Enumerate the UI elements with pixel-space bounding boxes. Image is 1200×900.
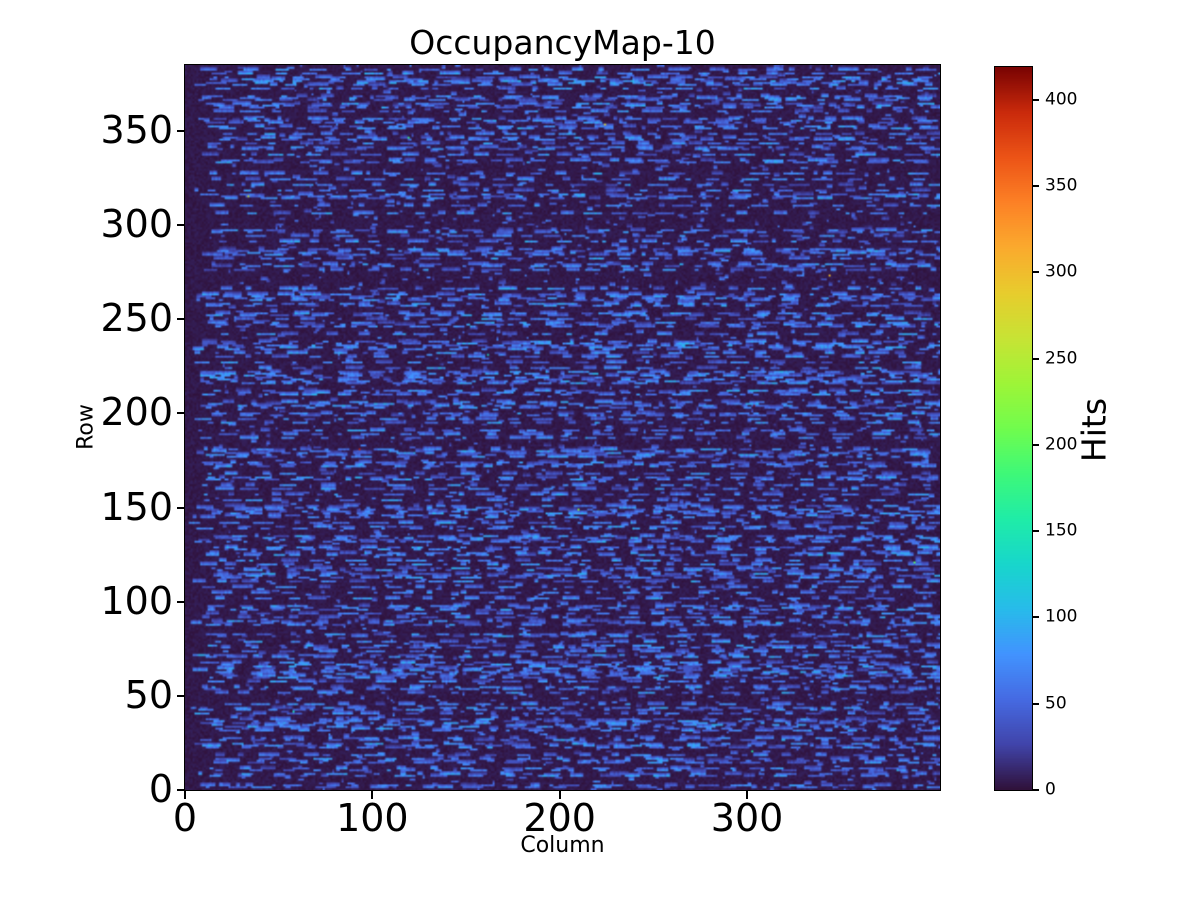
x-tick-label: 200 <box>523 796 596 840</box>
colorbar-tick-label: 50 <box>1045 693 1067 714</box>
y-tick-label: 150 <box>100 484 173 529</box>
colorbar-tick-mark <box>1033 789 1039 791</box>
colorbar-tick-mark <box>1033 702 1039 705</box>
colorbar-tick-mark <box>1033 98 1039 101</box>
x-tick-label: 100 <box>336 796 409 840</box>
y-tick-mark <box>177 789 185 791</box>
y-tick-label: 300 <box>100 202 173 247</box>
y-tick-mark <box>177 318 185 321</box>
colorbar-tick-label: 300 <box>1045 261 1078 282</box>
y-tick-label: 50 <box>124 673 173 717</box>
y-tick-label: 250 <box>100 296 173 341</box>
x-tick-mark <box>558 791 561 799</box>
y-tick-mark <box>177 129 185 132</box>
heatmap-canvas <box>184 64 941 791</box>
x-tick-label: 0 <box>172 796 198 840</box>
x-tick-mark <box>746 791 749 799</box>
y-tick-mark <box>177 694 185 697</box>
colorbar-canvas <box>994 66 1033 791</box>
y-tick-mark <box>177 506 185 509</box>
x-tick-mark <box>371 791 374 799</box>
colorbar-tick-label: 400 <box>1045 89 1078 110</box>
y-axis-label: Row <box>73 404 99 450</box>
colorbar-tick-label: 200 <box>1045 434 1078 455</box>
colorbar-tick-mark <box>1033 357 1039 360</box>
colorbar-label: Hits <box>1074 397 1114 463</box>
colorbar-tick-label: 150 <box>1045 520 1078 541</box>
y-tick-mark <box>177 412 185 415</box>
x-tick-mark <box>184 791 186 799</box>
y-tick-label: 200 <box>100 390 173 435</box>
y-tick-mark <box>177 224 185 227</box>
colorbar-tick-label: 100 <box>1045 607 1078 628</box>
x-axis-label: Column <box>520 833 605 858</box>
y-tick-label: 350 <box>100 108 173 153</box>
y-tick-label: 100 <box>100 578 173 623</box>
colorbar-tick-label: 350 <box>1045 175 1078 196</box>
y-tick-mark <box>177 600 185 603</box>
colorbar-tick-mark <box>1033 271 1039 274</box>
colorbar-tick-mark <box>1033 443 1039 446</box>
colorbar-tick-mark <box>1033 616 1039 619</box>
colorbar-tick-mark <box>1033 530 1039 533</box>
colorbar-tick-mark <box>1033 185 1039 188</box>
colorbar-tick-label: 0 <box>1045 779 1056 800</box>
colorbar-tick-label: 250 <box>1045 348 1078 369</box>
x-tick-label: 300 <box>710 796 784 840</box>
chart-title: OccupancyMap-10 <box>409 23 716 62</box>
y-tick-label: 0 <box>148 767 173 812</box>
